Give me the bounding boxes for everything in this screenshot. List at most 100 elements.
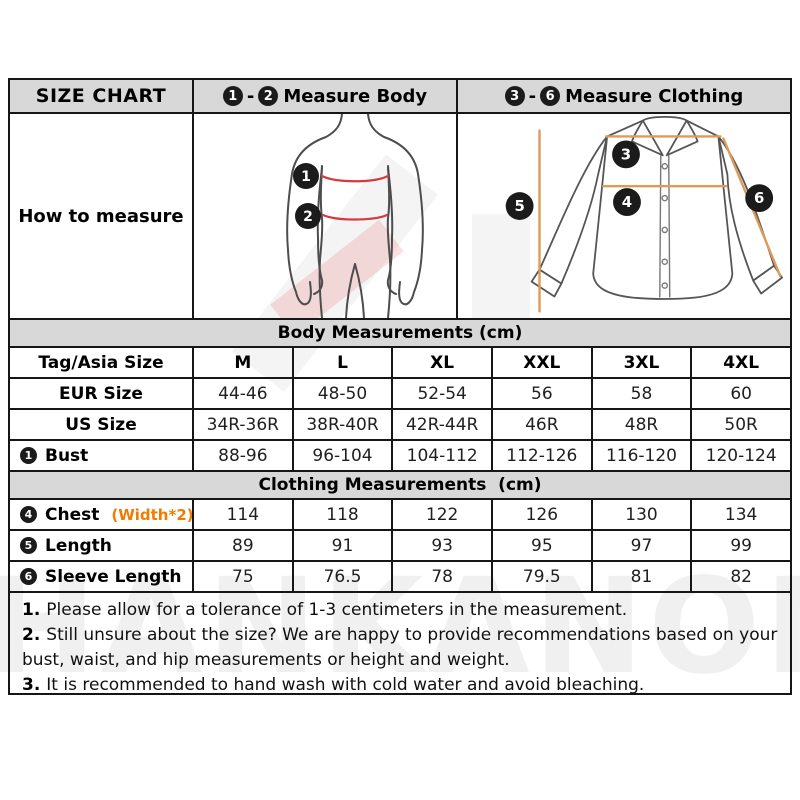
table-cell: 56 [490,379,591,408]
table-cell: 122 [391,500,491,529]
svg-text:1: 1 [301,169,311,185]
table-cell: 114 [192,500,292,529]
note-number: 1. [22,600,41,620]
table-row-eur-size: EUR Size 44-46 48-50 52-54 56 58 60 [10,377,790,408]
circled-2-icon: 2 [258,86,279,106]
svg-text:2: 2 [303,209,313,225]
table-cell: 126 [490,500,591,529]
chart-header-row: SIZE CHART 1-2 Measure Body 3-6 Measure … [10,80,790,112]
table-cell: 4XL [690,348,790,377]
table-row-length: 5 Length 89 91 93 95 97 99 [10,529,790,560]
table-row-sleeve-length: 6 Sleeve Length 75 76.5 78 79.5 81 82 [10,560,790,591]
note-text: It is recommended to hand wash with cold… [46,675,645,695]
body-measure-diagram: 1 2 [286,114,424,318]
table-cell: 93 [391,531,491,560]
note-number: 3. [22,675,41,695]
table-cell: 96-104 [291,441,392,470]
bust-label: Bust [45,445,89,466]
waist-measure-line [321,213,389,221]
table-cell: 50R [690,410,790,439]
table-cell: 95 [490,531,591,560]
table-row-us-size: US Size 34R-36R 38R-40R 42R-44R 46R 48R … [10,408,790,439]
shirt-collar-left [631,119,664,157]
svg-text:5: 5 [514,197,524,215]
table-cell: 52-54 [391,379,491,408]
svg-text:4: 4 [622,193,632,211]
row-label: US Size [65,414,137,435]
svg-text:6: 6 [754,189,764,207]
table-cell: XL [391,348,491,377]
shirt-button [661,194,669,202]
table-cell: 79.5 [490,562,591,591]
circled-4-icon: 4 [20,506,37,523]
how-to-measure-row: How to measure [10,112,790,318]
shirt-button [661,282,669,289]
body-measurements-title: Body Measurements (cm) [10,318,790,346]
shirt-collar-right [665,119,699,157]
table-row-tag-size: Tag/Asia Size M L XL XXL 3XL 4XL [10,346,790,377]
table-row-bust: 1 Bust 88-96 96-104 104-112 112-126 116-… [10,439,790,470]
table-cell: 75 [192,562,292,591]
shirt-button [661,163,669,170]
shirt-measure-diagram: 3 4 5 6 [505,115,783,313]
size-chart-title: SIZE CHART [35,85,167,107]
how-to-measure-label: How to measure [18,205,184,227]
shirt-diagram-cell: 3 4 5 6 [456,114,790,318]
table-cell: 97 [590,531,691,560]
svg-text:3: 3 [621,145,631,163]
table-cell: 34R-36R [192,410,292,439]
bust-measure-line [320,174,390,183]
table-cell: 134 [690,500,790,529]
table-cell: 48-50 [291,379,392,408]
watermark-letter-fragment [472,214,530,332]
shirt-button [661,226,669,234]
circled-6-icon: 6 [540,86,561,106]
sleeve-length-label: Sleeve Length [45,566,182,587]
footnotes: 1. Please allow for a tolerance of 1-3 ce… [10,591,790,695]
measure-body-label: Measure Body [283,85,428,107]
table-cell: M [192,348,292,377]
table-cell: 46R [490,410,591,439]
table-cell: L [291,348,392,377]
row-label: 1 Bust [10,441,192,470]
table-cell: 81 [590,562,691,591]
table-cell: 42R-44R [391,410,491,439]
shirt-placket [668,155,671,298]
range-dash: - [528,85,537,107]
shirt-badge-6: 6 [745,184,774,213]
length-label: Length [45,535,112,556]
body-badge-1: 1 [293,163,319,189]
shirt-button [661,258,669,266]
range-dash: - [246,85,255,107]
table-cell: 112-126 [490,441,591,470]
table-cell: 130 [590,500,691,529]
circled-6-icon: 6 [20,568,37,585]
table-cell: 88-96 [192,441,292,470]
note-text: Please allow for a tolerance of 1-3 cent… [46,600,628,620]
row-label: Tag/Asia Size [38,352,164,373]
clothing-measurements-title: Clothing Measurements (cm) [10,470,790,498]
shirt-badge-4: 4 [613,188,641,216]
table-cell: 58 [590,379,691,408]
table-cell: 91 [291,531,392,560]
table-cell: 76.5 [291,562,392,591]
circled-1-icon: 1 [20,447,37,464]
body-badge-2: 2 [295,203,321,229]
shirt-badge-5: 5 [505,192,534,220]
table-cell: 120-124 [690,441,790,470]
row-label: 5 Length [10,531,192,560]
table-cell: 118 [291,500,392,529]
note-text: Still unsure about the size? We are happ… [22,625,778,670]
table-cell: 104-112 [391,441,491,470]
chest-label: Chest [45,504,100,525]
table-cell: 38R-40R [291,410,392,439]
circled-5-icon: 5 [20,537,37,554]
measure-body-header: 1-2 Measure Body [192,80,456,112]
size-chart-table: SIZE CHART 1-2 Measure Body 3-6 Measure … [8,78,792,695]
table-cell: 99 [690,531,790,560]
circled-1-icon: 1 [222,86,243,106]
note-1: 1. Please allow for a tolerance of 1-3 ce… [22,598,778,623]
table-cell: 89 [192,531,292,560]
measure-clothing-header: 3-6 Measure Clothing [456,80,790,112]
